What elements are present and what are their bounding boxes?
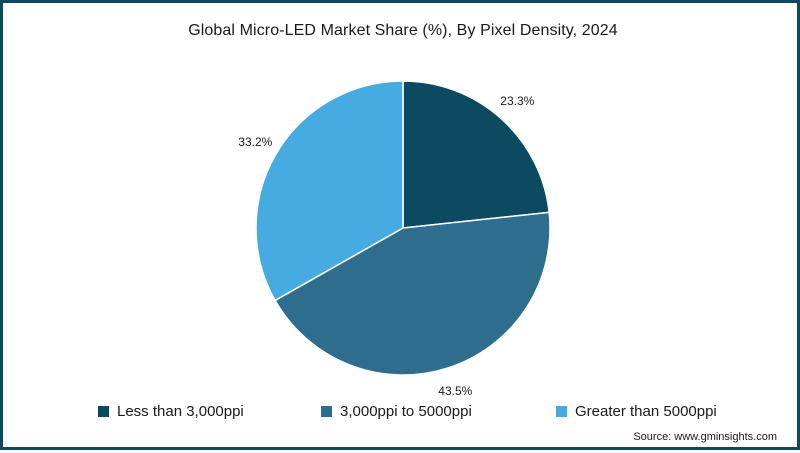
legend: Less than 3,000ppi 3,000ppi to 5000ppi G… <box>3 403 800 429</box>
legend-item-greater-than-5000ppi: Greater than 5000ppi <box>556 403 717 420</box>
pie-slice-greater-than-5000ppi <box>255 80 404 302</box>
data-label-less-than-3-000ppi: 23.3% <box>500 94 534 108</box>
legend-swatch-less-than-3000ppi <box>98 406 109 417</box>
legend-item-3000-to-5000ppi: 3,000ppi to 5000ppi <box>321 403 472 420</box>
pie-slice-less-than-3-000ppi <box>402 80 550 229</box>
pie-slice-3-000ppi-to-5000ppi <box>274 211 551 376</box>
legend-label-greater-than-5000ppi: Greater than 5000ppi <box>575 403 717 420</box>
chart-title: Global Micro-LED Market Share (%), By Pi… <box>188 22 618 39</box>
legend-item-less-than-3000ppi: Less than 3,000ppi <box>98 403 244 420</box>
legend-swatch-greater-than-5000ppi <box>556 406 567 417</box>
data-label-greater-than-5000ppi: 33.2% <box>238 135 272 149</box>
legend-label-less-than-3000ppi: Less than 3,000ppi <box>117 403 244 420</box>
pie-chart: 23.3% 43.5% 33.2% <box>238 80 551 398</box>
data-label-3-000ppi-to-5000ppi: 43.5% <box>438 384 472 398</box>
legend-swatch-3000-to-5000ppi <box>321 406 332 417</box>
legend-label-3000-to-5000ppi: 3,000ppi to 5000ppi <box>340 403 472 420</box>
source-note: Source: www.gminsights.com <box>633 431 777 443</box>
